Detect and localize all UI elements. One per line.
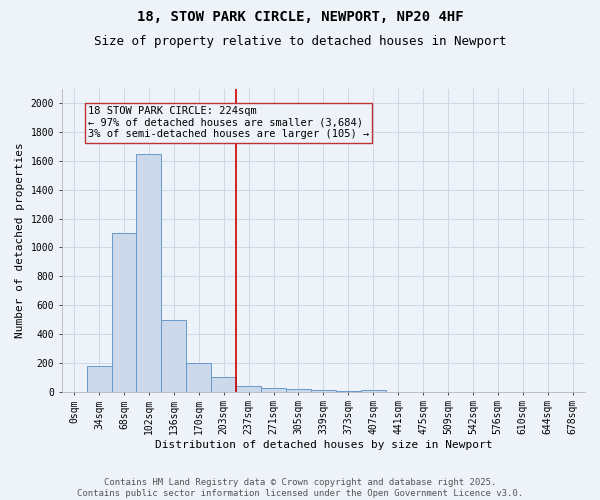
Text: 18, STOW PARK CIRCLE, NEWPORT, NP20 4HF: 18, STOW PARK CIRCLE, NEWPORT, NP20 4HF <box>137 10 463 24</box>
Text: 18 STOW PARK CIRCLE: 224sqm
← 97% of detached houses are smaller (3,684)
3% of s: 18 STOW PARK CIRCLE: 224sqm ← 97% of det… <box>88 106 369 140</box>
Bar <box>136 154 161 392</box>
Text: Size of property relative to detached houses in Newport: Size of property relative to detached ho… <box>94 35 506 48</box>
Bar <box>236 386 261 392</box>
Bar <box>86 366 112 392</box>
Bar <box>112 233 136 392</box>
Bar <box>311 390 336 392</box>
X-axis label: Distribution of detached houses by size in Newport: Distribution of detached houses by size … <box>155 440 492 450</box>
Y-axis label: Number of detached properties: Number of detached properties <box>15 142 25 338</box>
Bar <box>211 377 236 392</box>
Text: Contains HM Land Registry data © Crown copyright and database right 2025.
Contai: Contains HM Land Registry data © Crown c… <box>77 478 523 498</box>
Bar <box>261 388 286 392</box>
Bar <box>161 320 186 392</box>
Bar <box>336 391 361 392</box>
Bar <box>186 362 211 392</box>
Bar <box>361 390 386 392</box>
Bar <box>286 390 311 392</box>
